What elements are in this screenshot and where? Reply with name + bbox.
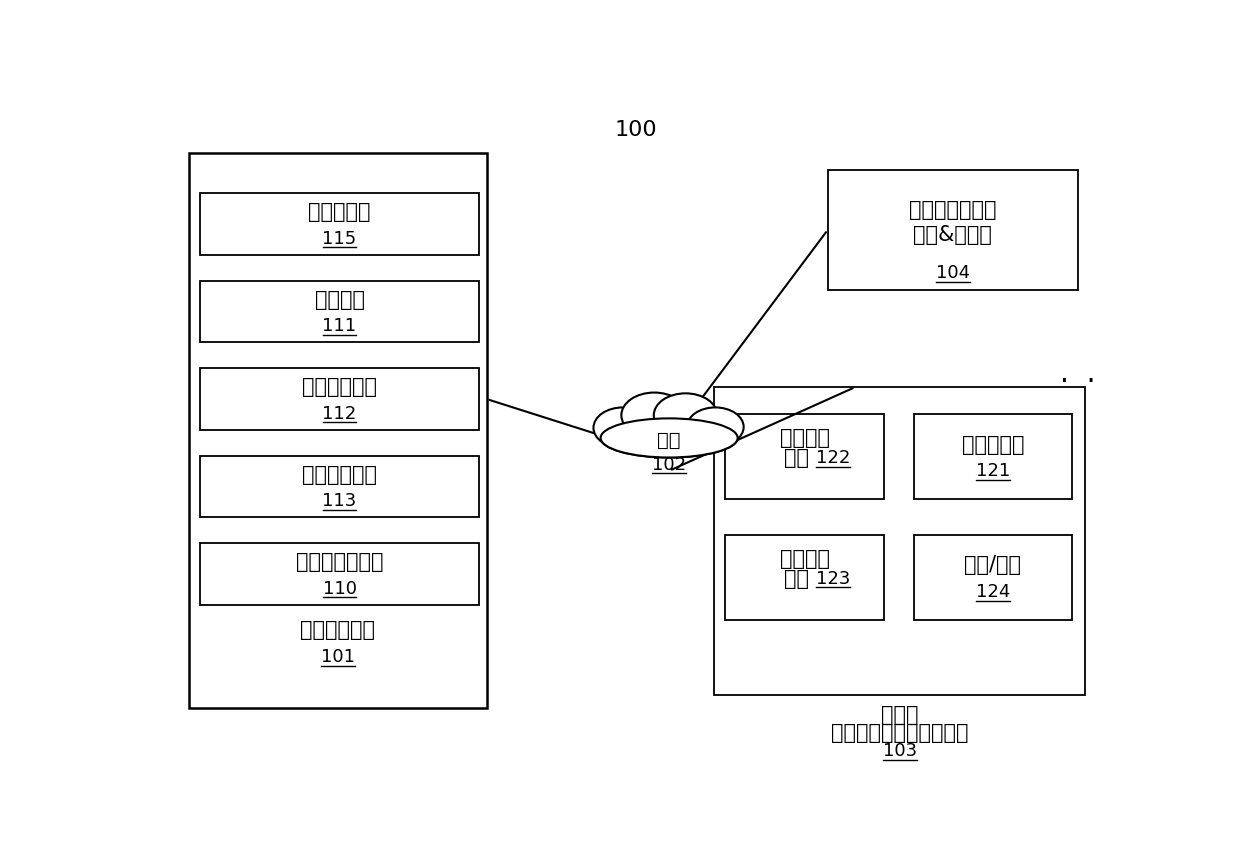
Text: 自动驾驶车辆: 自动驾驶车辆 <box>300 620 374 640</box>
Text: ·  ·: · · <box>1060 368 1095 396</box>
Bar <box>200 455 479 517</box>
Text: 104: 104 <box>935 264 970 282</box>
Text: 122: 122 <box>816 449 851 467</box>
Bar <box>714 387 1085 695</box>
Text: 112: 112 <box>322 405 357 423</box>
Text: 服务器: 服务器 <box>882 704 919 725</box>
Circle shape <box>687 407 744 447</box>
Text: （例如，数据分析系统）: （例如，数据分析系统） <box>831 723 968 743</box>
Text: 数据: 数据 <box>785 568 810 589</box>
Text: 115: 115 <box>322 230 357 248</box>
Text: 感知与规划系统: 感知与规划系统 <box>296 552 383 572</box>
Text: 网络: 网络 <box>657 430 681 449</box>
Text: 地图&位置）: 地图&位置） <box>913 226 992 245</box>
Text: 机器学习: 机器学习 <box>780 428 830 448</box>
Text: 数据收集器: 数据收集器 <box>962 435 1024 455</box>
Text: 驾驶统计: 驾驶统计 <box>780 548 830 569</box>
Text: 123: 123 <box>816 570 851 588</box>
Text: 传感器系统: 传感器系统 <box>309 202 371 222</box>
Bar <box>200 193 479 255</box>
Bar <box>200 281 479 343</box>
Bar <box>914 535 1073 620</box>
Text: 113: 113 <box>322 492 357 510</box>
Circle shape <box>594 407 652 448</box>
Text: 引擎: 引擎 <box>785 448 810 468</box>
Bar <box>828 170 1078 290</box>
Text: 算法/模型: 算法/模型 <box>965 555 1022 575</box>
Bar <box>188 153 486 708</box>
Text: 110: 110 <box>322 579 357 598</box>
Bar <box>200 543 479 605</box>
Ellipse shape <box>600 418 738 457</box>
Text: 用户接口系统: 用户接口系统 <box>303 465 377 485</box>
Bar <box>725 414 884 499</box>
Text: 101: 101 <box>321 647 355 666</box>
Text: 102: 102 <box>652 455 686 474</box>
Circle shape <box>621 393 687 438</box>
Text: 服务器（例如，: 服务器（例如， <box>909 200 997 220</box>
Text: 111: 111 <box>322 317 357 335</box>
Text: 103: 103 <box>883 742 916 760</box>
Bar <box>200 369 479 430</box>
Ellipse shape <box>600 418 738 457</box>
Text: 100: 100 <box>614 120 657 139</box>
Text: 124: 124 <box>976 583 1011 601</box>
Text: 121: 121 <box>976 462 1011 480</box>
Circle shape <box>653 393 717 437</box>
Bar <box>725 535 884 620</box>
Bar <box>914 414 1073 499</box>
Text: 控制系统: 控制系统 <box>315 289 365 310</box>
Text: 无线通信系统: 无线通信系统 <box>303 377 377 397</box>
